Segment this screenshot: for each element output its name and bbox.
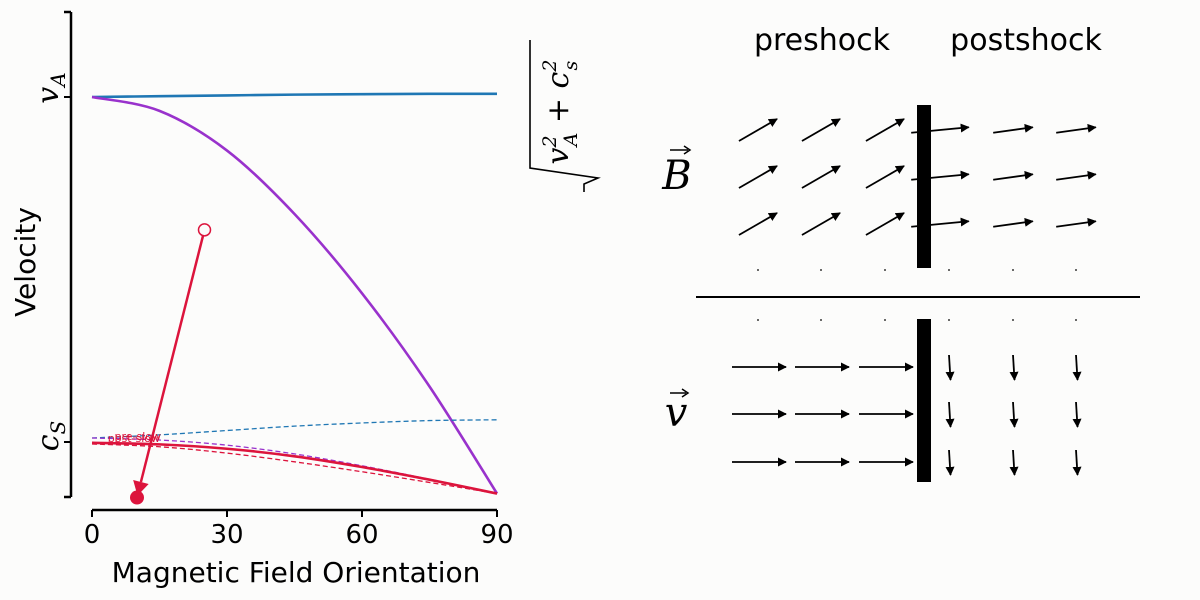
- postshock-label: postshock: [950, 23, 1102, 58]
- transition-end-marker: [130, 490, 144, 505]
- v-vector-arrow-icon: [670, 388, 690, 398]
- b-field-arrow-pre: [865, 118, 905, 142]
- b-field-arrow-post: [911, 123, 970, 134]
- grid-dot: [948, 269, 950, 271]
- right-label-text: v2A + c2s: [539, 60, 582, 165]
- series-line-5: [91, 443, 498, 495]
- grid-dot: [1012, 319, 1014, 321]
- velocity-arrow-post: [945, 449, 955, 476]
- x-tick-label: 60: [345, 520, 378, 550]
- velocity-arrow-post: [1009, 401, 1019, 428]
- shock-front-top: [917, 105, 931, 268]
- x-tick-label: 90: [480, 520, 513, 550]
- series-line-2: [91, 419, 498, 439]
- right-label-sqrt: v2A + c2s: [529, 40, 601, 192]
- series-line-1: [91, 95, 499, 495]
- series-layer: [91, 92, 499, 495]
- grid-dot: [1075, 319, 1077, 321]
- velocity-arrow-post: [945, 354, 955, 381]
- velocity-arrow-post: [1072, 401, 1082, 428]
- svg-text:cS: cS: [31, 421, 70, 452]
- velocity-arrow-post: [1009, 449, 1019, 476]
- b-vector-arrow-icon: [670, 145, 692, 155]
- b-field-arrow-pre: [801, 118, 841, 142]
- x-axis-title: Magnetic Field Orientation: [112, 556, 481, 589]
- velocity-arrow-post: [1072, 354, 1082, 381]
- velocity-label: v: [665, 390, 688, 436]
- annotation-label-0: pre-slow: [115, 430, 162, 443]
- velocity-arrow-post: [1009, 354, 1019, 381]
- preshock-label: preshock: [754, 23, 891, 58]
- y-tick-label-va: vA: [31, 72, 70, 103]
- shock-diagram: preshock postshock B v: [661, 23, 1140, 482]
- y-axis: vA cS Velocity: [9, 10, 73, 499]
- svg-text:vA: vA: [31, 72, 70, 103]
- b-field-label: B: [661, 153, 691, 199]
- b-field-arrows: [738, 118, 1097, 236]
- grid-dot: [948, 319, 950, 321]
- b-field-arrow-pre: [738, 165, 778, 189]
- y-axis-title: Velocity: [9, 207, 42, 317]
- b-field-symbol: B: [661, 145, 692, 199]
- y-tick-label-cs: cS: [31, 421, 70, 452]
- velocity-arrow-post: [1072, 449, 1082, 476]
- series-line-4: [91, 441, 498, 495]
- b-field-arrow-post: [1056, 123, 1097, 134]
- b-field-arrow-post: [993, 170, 1034, 181]
- velocity-arrows: [732, 354, 1082, 476]
- grid-dot: [820, 319, 822, 321]
- b-field-arrow-pre: [865, 212, 905, 236]
- x-tick-label: 0: [84, 520, 101, 550]
- grid-dot: [757, 319, 759, 321]
- x-tick-label: 30: [210, 520, 243, 550]
- b-field-arrow-pre: [865, 165, 905, 189]
- grid-dot: [757, 269, 759, 271]
- grid-dot: [884, 319, 886, 321]
- grid-dots: [757, 269, 1077, 321]
- b-field-arrow-post: [911, 170, 970, 181]
- b-field-arrow-post: [1056, 217, 1097, 228]
- b-field-arrow-pre: [738, 212, 778, 236]
- velocity-arrow-post: [945, 401, 955, 428]
- b-field-arrow-pre: [801, 212, 841, 236]
- b-field-arrow-post: [993, 217, 1034, 228]
- annotation-label-1: post-slow: [108, 432, 160, 445]
- velocity-chart: vA cS Velocity 0 30 60 90 Magnetic Field Or…: [9, 10, 601, 589]
- b-field-arrow-pre: [801, 165, 841, 189]
- x-axis: 0 30 60 90 Magnetic Field Orientation: [84, 508, 514, 589]
- series-line-0: [91, 92, 498, 99]
- grid-dot: [1075, 269, 1077, 271]
- transition-start-marker: [197, 223, 212, 237]
- sqrt-radical: [529, 40, 601, 192]
- transition-arrow-line: [139, 235, 205, 483]
- grid-dot: [1012, 269, 1014, 271]
- grid-dot: [884, 269, 886, 271]
- grid-dot: [820, 269, 822, 271]
- shock-front-bottom: [917, 319, 931, 482]
- velocity-symbol: v: [665, 388, 690, 436]
- b-field-arrow-pre: [738, 118, 778, 142]
- b-field-arrow-post: [1056, 170, 1097, 181]
- b-field-arrow-post: [993, 123, 1034, 134]
- b-field-arrow-post: [911, 217, 970, 228]
